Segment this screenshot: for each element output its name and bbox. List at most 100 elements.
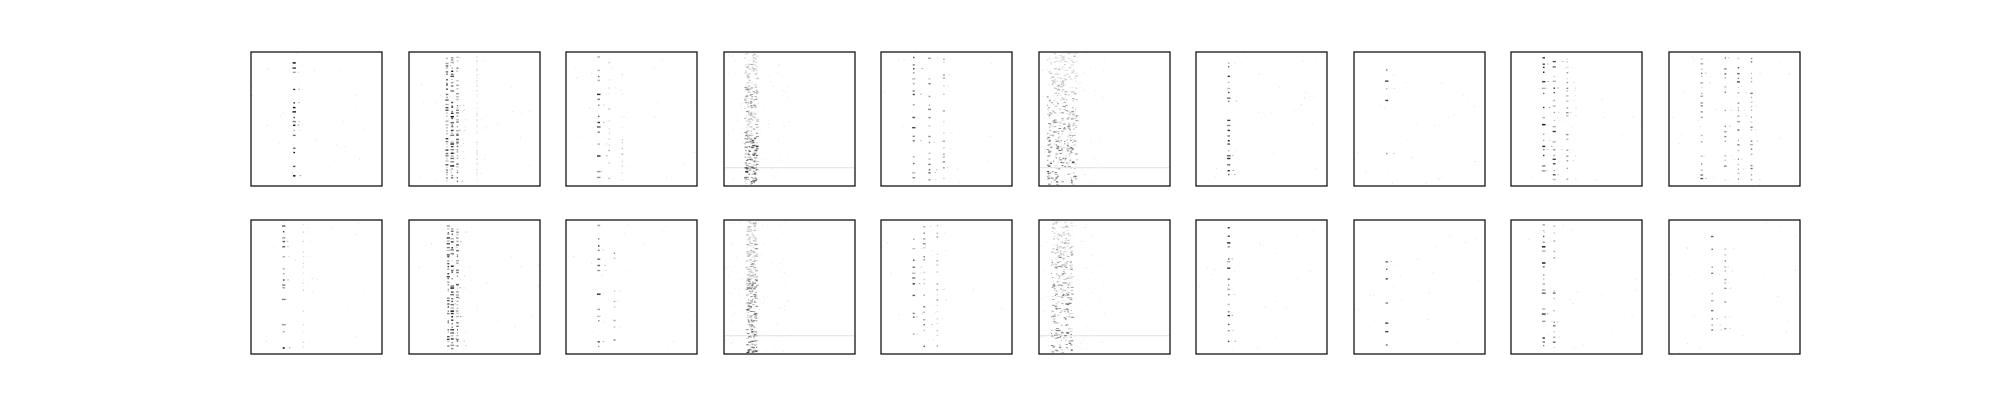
spectral-mark bbox=[287, 246, 289, 248]
spectral-mark bbox=[1566, 72, 1569, 74]
noise-mark bbox=[346, 309, 348, 311]
spectral-mark bbox=[1227, 303, 1230, 306]
spectral-mark bbox=[1543, 235, 1545, 238]
spectral-mark bbox=[596, 170, 601, 173]
spectral-mark bbox=[446, 275, 450, 278]
noise-mark bbox=[754, 344, 756, 346]
noise-mark bbox=[1071, 254, 1073, 256]
noise-mark bbox=[1061, 324, 1063, 326]
noise-mark bbox=[1066, 221, 1070, 222]
noise-mark bbox=[750, 244, 752, 246]
noise-mark bbox=[577, 136, 579, 138]
spectral-mark bbox=[1724, 327, 1727, 330]
noise-mark bbox=[758, 92, 760, 94]
noise-mark bbox=[756, 243, 759, 245]
spectral-mark bbox=[292, 175, 296, 177]
noise-mark bbox=[1104, 58, 1106, 60]
noise-mark bbox=[1061, 264, 1065, 266]
spectral-mark bbox=[450, 165, 455, 167]
noise-mark bbox=[476, 162, 478, 164]
noise-mark bbox=[641, 104, 643, 106]
noise-mark bbox=[1067, 237, 1070, 239]
spectral-mark bbox=[298, 102, 300, 104]
panel-r1-c6 bbox=[1038, 51, 1171, 187]
noise-mark bbox=[1064, 263, 1066, 265]
noise-mark bbox=[1053, 236, 1056, 238]
noise-mark bbox=[748, 88, 752, 90]
spectral-mark bbox=[1724, 77, 1727, 79]
noise-mark bbox=[754, 340, 758, 342]
panel-marks bbox=[725, 221, 854, 353]
spectral-mark bbox=[456, 310, 459, 312]
noise-mark bbox=[756, 154, 759, 156]
noise-mark bbox=[748, 149, 751, 151]
noise-mark bbox=[1069, 86, 1072, 88]
noise-mark bbox=[755, 142, 759, 144]
spectral-mark bbox=[918, 283, 921, 285]
noise-mark bbox=[1047, 136, 1050, 138]
noise-mark bbox=[1050, 150, 1053, 152]
noise-mark bbox=[939, 310, 941, 312]
spectral-mark bbox=[1724, 73, 1727, 75]
spectral-mark bbox=[450, 303, 454, 306]
noise-mark bbox=[1742, 334, 1744, 336]
spectral-mark bbox=[282, 273, 285, 275]
noise-mark bbox=[748, 178, 751, 180]
spectral-mark bbox=[942, 140, 946, 142]
noise-mark bbox=[749, 271, 752, 273]
spectral-mark bbox=[451, 322, 453, 325]
spectral-mark bbox=[462, 151, 464, 153]
noise-mark bbox=[747, 89, 750, 91]
noise-mark bbox=[1693, 314, 1695, 316]
noise-mark bbox=[1066, 147, 1068, 149]
noise-mark bbox=[1064, 93, 1067, 95]
noise-mark bbox=[1765, 222, 1767, 224]
spectral-mark bbox=[1234, 173, 1236, 175]
noise-mark bbox=[755, 146, 759, 148]
noise-mark bbox=[754, 258, 756, 260]
noise-mark bbox=[1070, 302, 1072, 304]
noise-mark bbox=[753, 99, 755, 101]
noise-mark bbox=[1055, 230, 1057, 232]
noise-mark bbox=[755, 248, 758, 250]
spectral-mark bbox=[606, 155, 608, 157]
noise-mark bbox=[1074, 81, 1077, 83]
noise-mark bbox=[1100, 138, 1102, 140]
noise-mark bbox=[756, 90, 758, 92]
noise-mark bbox=[1051, 181, 1053, 183]
noise-mark bbox=[1465, 242, 1467, 244]
noise-mark bbox=[1365, 171, 1367, 173]
noise-mark bbox=[1056, 151, 1058, 153]
noise-mark bbox=[756, 160, 760, 162]
spectral-mark bbox=[1575, 107, 1577, 109]
noise-mark bbox=[751, 183, 753, 185]
panel-frame bbox=[1510, 51, 1643, 187]
spectral-mark bbox=[450, 307, 454, 309]
noise-mark bbox=[1052, 80, 1054, 82]
noise-mark bbox=[1056, 221, 1059, 223]
spectral-mark bbox=[447, 329, 450, 331]
spectral-mark bbox=[1737, 72, 1740, 75]
noise-mark bbox=[744, 107, 747, 109]
noise-mark bbox=[746, 252, 750, 254]
noise-mark bbox=[752, 320, 756, 322]
noise-mark bbox=[1057, 161, 1059, 163]
noise-mark bbox=[745, 86, 748, 88]
noise-mark bbox=[748, 169, 752, 171]
noise-mark bbox=[1558, 161, 1560, 163]
noise-mark bbox=[1045, 313, 1047, 315]
spectral-mark bbox=[476, 147, 478, 149]
noise-mark bbox=[1069, 112, 1072, 114]
noise-mark bbox=[1053, 100, 1055, 102]
spectral-mark bbox=[1700, 105, 1703, 107]
noise-mark bbox=[750, 315, 752, 317]
spectral-mark bbox=[447, 299, 450, 302]
noise-mark bbox=[462, 138, 464, 140]
noise-mark bbox=[754, 247, 758, 249]
noise-mark bbox=[734, 223, 736, 225]
noise-mark bbox=[1061, 164, 1064, 166]
noise-mark bbox=[1048, 126, 1051, 128]
noise-mark bbox=[1068, 155, 1071, 157]
noise-mark bbox=[751, 262, 753, 264]
